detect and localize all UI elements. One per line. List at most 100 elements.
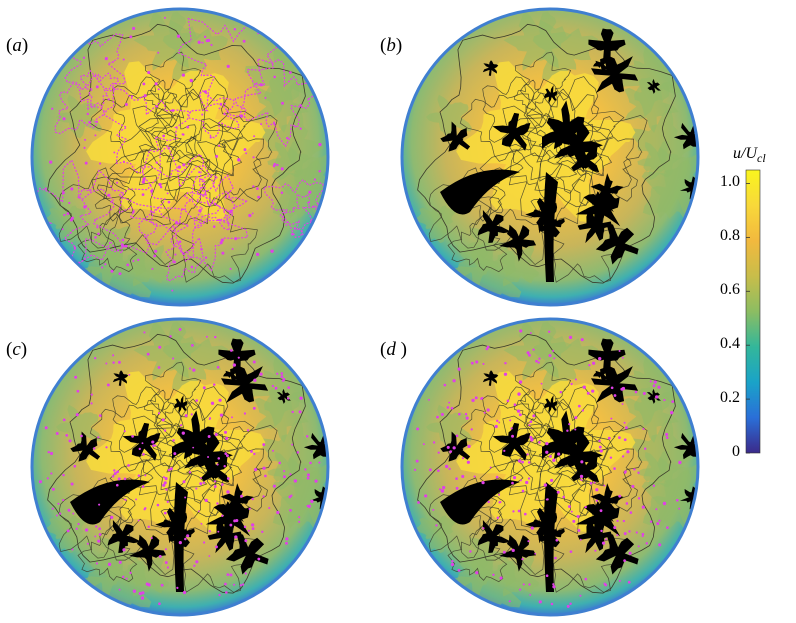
magenta-marker <box>252 360 256 364</box>
magenta-marker <box>244 572 247 575</box>
vortex-structure <box>218 338 256 377</box>
low-speed-patch <box>254 387 309 443</box>
contour-line <box>185 115 278 203</box>
vortex-structure <box>207 518 244 554</box>
magenta-marker <box>209 136 212 139</box>
magenta-marker <box>457 568 461 572</box>
magenta-marker <box>218 144 221 147</box>
magenta-marker <box>276 163 279 167</box>
magenta-marker <box>452 379 456 383</box>
magenta-marker <box>55 514 58 517</box>
magenta-marker <box>282 377 286 381</box>
magenta-marker <box>122 575 125 579</box>
vortex-structure <box>544 482 558 592</box>
magenta-marker <box>113 472 117 476</box>
magenta-marker <box>652 484 656 487</box>
contour-line <box>196 137 268 206</box>
magenta-marker <box>285 541 288 545</box>
magenta-marker <box>202 481 205 485</box>
magenta-marker <box>216 365 220 369</box>
colorbar-tick-label: 0 <box>732 443 740 460</box>
magenta-marker <box>166 566 170 569</box>
magenta-marker <box>164 548 167 551</box>
magenta-marker <box>70 482 74 486</box>
magenta-marker <box>130 95 134 98</box>
magenta-marker <box>289 509 292 512</box>
magenta-marker <box>264 96 267 99</box>
magenta-marker <box>291 410 294 414</box>
magenta-marker <box>437 451 440 454</box>
magenta-contour <box>54 83 106 135</box>
magenta-marker <box>154 249 158 253</box>
magenta-marker <box>641 532 645 536</box>
vortex-structure <box>591 366 639 403</box>
magenta-marker <box>171 109 175 112</box>
magenta-marker <box>107 98 110 101</box>
magenta-marker <box>516 409 521 413</box>
magenta-marker <box>283 469 286 473</box>
magenta-marker <box>189 367 192 370</box>
magenta-marker <box>487 500 490 504</box>
magenta-marker <box>207 435 211 438</box>
magenta-marker <box>629 511 633 514</box>
magenta-marker <box>552 349 555 352</box>
magenta-marker <box>527 461 531 464</box>
magenta-marker <box>65 433 69 437</box>
magenta-marker <box>485 347 489 351</box>
magenta-marker <box>567 505 571 508</box>
magenta-marker <box>137 474 141 477</box>
magenta-marker <box>272 164 276 168</box>
magenta-marker <box>221 483 224 486</box>
low-speed-patch <box>641 146 698 220</box>
magenta-marker <box>455 486 459 490</box>
magenta-marker <box>97 232 100 236</box>
magenta-marker <box>150 189 154 193</box>
vortex-structure <box>542 440 576 459</box>
magenta-marker <box>251 527 255 531</box>
magenta-marker <box>649 520 653 523</box>
magenta-marker <box>110 269 114 273</box>
magenta-marker <box>260 123 263 126</box>
magenta-marker <box>94 535 97 538</box>
magenta-marker <box>435 524 438 527</box>
contour-line <box>515 51 572 108</box>
magenta-marker <box>117 477 121 481</box>
magenta-marker <box>577 404 581 408</box>
magenta-marker <box>248 507 251 511</box>
magenta-marker <box>231 416 233 419</box>
magenta-marker <box>68 201 71 205</box>
magenta-marker <box>195 399 199 402</box>
magenta-marker <box>286 136 289 140</box>
magenta-marker <box>570 382 573 386</box>
magenta-marker <box>225 436 229 440</box>
low-speed-patch <box>426 94 472 139</box>
contour-line <box>89 403 160 472</box>
magenta-marker <box>151 267 154 270</box>
magenta-marker <box>552 458 556 462</box>
magenta-marker <box>449 450 453 453</box>
magenta-marker <box>143 94 147 98</box>
magenta-marker <box>559 390 563 394</box>
magenta-marker <box>595 488 599 492</box>
magenta-marker <box>545 498 548 501</box>
magenta-marker <box>237 356 240 359</box>
magenta-marker <box>181 73 186 77</box>
contour-line <box>47 23 306 284</box>
magenta-marker <box>442 485 446 490</box>
velocity-disc-b <box>400 7 700 307</box>
magenta-marker <box>138 591 142 596</box>
magenta-marker <box>251 212 254 215</box>
magenta-marker <box>62 473 65 477</box>
magenta-marker <box>591 361 596 365</box>
magenta-marker <box>566 604 570 608</box>
magenta-marker <box>190 265 194 269</box>
magenta-marker <box>278 461 282 465</box>
magenta-marker <box>513 403 517 407</box>
magenta-marker <box>142 177 146 181</box>
vortex-structure <box>223 366 238 382</box>
magenta-marker <box>123 430 126 433</box>
magenta-marker <box>610 386 614 390</box>
magenta-marker <box>618 494 622 498</box>
low-speed-patch <box>46 515 86 554</box>
magenta-marker <box>198 171 201 174</box>
